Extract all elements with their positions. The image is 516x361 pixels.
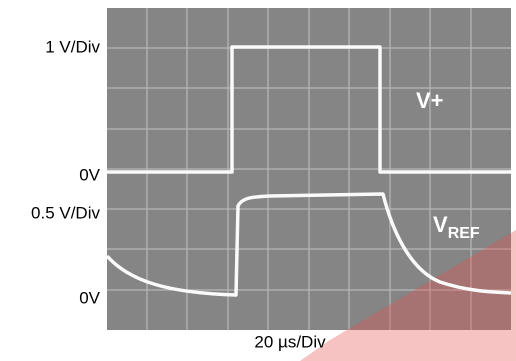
scope-capture: 1 V/Div 0V 0.5 V/Div 0V V+ VREF 20 µs/Di… (0, 0, 516, 361)
zero-label: 0V (79, 288, 100, 307)
scale-label: 0.5 V/Div (31, 203, 100, 222)
scale-label: 1 V/Div (45, 37, 100, 56)
trace-label: V+ (416, 88, 444, 113)
time-scale: 20 µs/Div (254, 332, 326, 351)
zero-label: 0V (79, 165, 100, 184)
trace-label-main: V (433, 212, 448, 237)
trace-label-sub: REF (448, 225, 480, 242)
